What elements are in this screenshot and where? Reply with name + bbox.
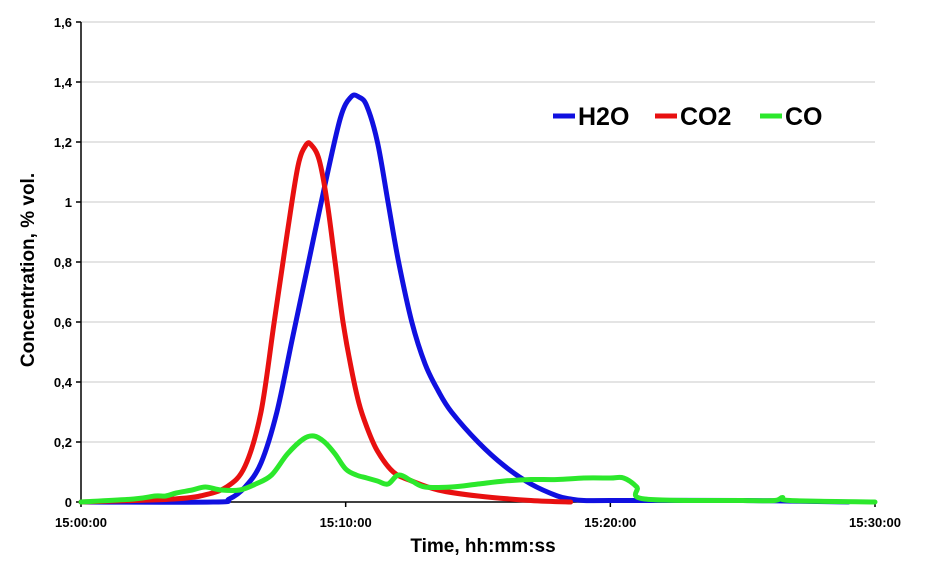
y-tick-label: 0,6 — [54, 315, 72, 330]
x-axis-ticks: 15:00:00 15:10:00 15:20:00 15:30:00 — [55, 502, 901, 530]
series-line-co — [78, 433, 878, 505]
y-axis-ticks: 0 0,2 0,4 0,6 0,8 1 1,2 1,4 1,6 — [54, 15, 81, 510]
y-tick-label: 1,2 — [54, 135, 72, 150]
x-tick-label: 15:20:00 — [584, 515, 636, 530]
legend-label-co2: CO2 — [680, 103, 731, 131]
series-line-h2o — [78, 92, 851, 505]
x-tick-label: 15:10:00 — [320, 515, 372, 530]
y-tick-label: 0,8 — [54, 255, 72, 270]
y-tick-label: 0,2 — [54, 435, 72, 450]
legend: H2O CO2 CO — [553, 103, 823, 131]
x-axis-title: Time, hh:mm:ss — [410, 536, 555, 557]
legend-label-co: CO — [785, 103, 823, 131]
legend-label-h2o: H2O — [578, 103, 629, 131]
y-axis-title: Concentration, % vol. — [18, 173, 39, 367]
y-tick-label: 1,6 — [54, 15, 72, 30]
y-tick-label: 1 — [65, 195, 72, 210]
x-tick-label: 15:00:00 — [55, 515, 107, 530]
x-tick-label: 15:30:00 — [849, 515, 901, 530]
gridlines — [81, 21, 875, 443]
y-tick-label: 0 — [65, 495, 72, 510]
y-tick-label: 1,4 — [54, 75, 73, 90]
y-tick-label: 0,4 — [54, 375, 73, 390]
series-lines — [78, 92, 878, 505]
